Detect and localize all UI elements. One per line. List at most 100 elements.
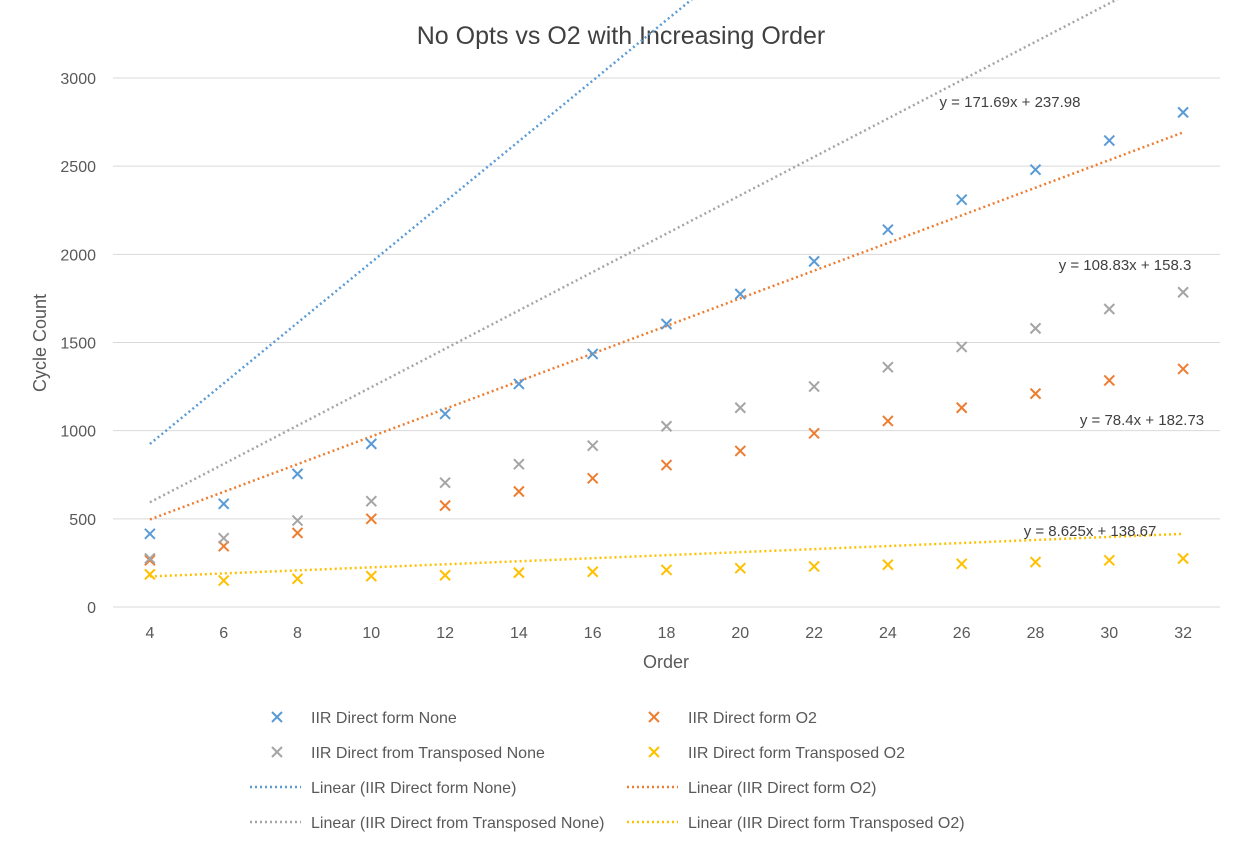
data-point [291,573,304,585]
x-tick-label: 14 [510,625,528,642]
legend-label: IIR Direct form Transposed O2 [688,745,905,762]
x-tick-label: 28 [1027,625,1045,642]
data-point [144,554,156,566]
data-point [660,459,673,471]
y-tick-label: 2000 [60,247,96,264]
legend-item: Linear (IIR Direct form O2) [627,780,876,797]
y-tick-label: 2500 [60,159,96,176]
data-point [734,445,747,457]
data-point [217,498,230,510]
series-markers [144,363,1189,566]
data-point [660,420,673,432]
data-point [1103,554,1116,566]
data-point [291,514,304,527]
data-point [1177,106,1189,119]
legend-item: IIR Direct from Transposed None [271,745,545,762]
data-point [291,468,304,480]
x-tick-label: 22 [805,625,823,642]
data-point [734,562,747,574]
legend: IIR Direct form None IIR Direct form O2 II… [250,710,965,832]
x-tick-label: 32 [1174,625,1192,642]
trendline-equation: y = 171.69x + 237.98 [940,94,1081,111]
x-tick-label: 8 [293,625,302,642]
data-point [1103,134,1116,147]
data-point [217,532,230,544]
legend-item: Linear (IIR Direct form None) [250,780,516,797]
x-tick-label: 12 [436,625,454,642]
data-point [1177,552,1189,565]
data-point [882,558,894,571]
series-markers [144,286,1189,565]
trendline-equation: y = 78.4x + 182.73 [1080,412,1204,429]
y-axis-title: Cycle Count [30,294,50,392]
legend-label: Linear (IIR Direct form None) [311,780,516,797]
legend-label: IIR Direct form None [311,710,457,727]
data-point [660,318,673,330]
data-point [808,255,820,268]
x-axis-ticks: 4 6 8 10 12 14 16 18 20 22 24 26 28 30 32 [145,625,1192,642]
trendlines [149,0,1184,578]
legend-label: IIR Direct form O2 [688,710,817,727]
trendline [149,0,693,445]
x-tick-label: 4 [145,625,154,642]
y-tick-label: 500 [69,512,96,529]
legend-marker [271,711,283,723]
legend-label: Linear (IIR Direct form Transposed O2) [688,815,965,832]
data-point [144,528,156,540]
legend-label: Linear (IIR Direct form O2) [688,780,876,797]
data-point [955,402,968,414]
legend-item: Linear (IIR Direct from Transposed None) [250,815,604,832]
data-point [1029,322,1042,335]
x-tick-label: 20 [731,625,749,642]
gridlines [113,77,1220,608]
data-point [365,513,378,525]
data-point [1177,363,1189,375]
legend-marker [648,711,660,723]
y-axis-ticks: 0 500 1000 1500 2000 2500 3000 [60,71,96,617]
data-point [439,408,451,420]
data-point [439,499,451,512]
data-point [586,472,599,484]
data-point [1177,286,1189,298]
data-point [513,458,525,470]
data-point [660,564,673,576]
data-point [439,569,451,581]
x-tick-label: 10 [362,625,380,642]
trendline [149,0,1119,504]
x-tick-label: 26 [953,625,971,642]
data-point [1029,556,1042,568]
data-point [808,560,820,573]
data-point [955,193,968,206]
trendline [149,131,1184,521]
data-point [1103,374,1116,387]
legend-item: IIR Direct form O2 [648,710,817,727]
x-tick-label: 6 [219,625,228,642]
series-markers [144,552,1189,587]
x-tick-label: 18 [658,625,676,642]
legend-item: Linear (IIR Direct form Transposed O2) [627,815,965,832]
data-point [291,527,304,539]
data-point [365,438,378,450]
data-point [882,361,894,373]
x-tick-label: 30 [1100,625,1118,642]
data-point [955,341,968,353]
data-point [808,427,820,440]
data-point [586,348,599,360]
legend-marker [271,746,283,758]
trendline [149,532,1184,578]
data-markers [144,106,1189,587]
y-tick-label: 0 [87,600,96,617]
data-point [882,223,894,236]
legend-label: Linear (IIR Direct from Transposed None) [311,815,604,832]
trendline-equation: y = 108.83x + 158.3 [1059,257,1192,274]
y-tick-label: 1500 [60,336,96,353]
data-point [1029,387,1042,400]
data-point [1103,303,1116,315]
data-point [808,380,820,393]
series-markers [144,106,1189,540]
data-point [1029,163,1042,176]
chart-title: No Opts vs O2 with Increasing Order [417,22,825,50]
data-point [439,476,451,489]
data-point [513,378,525,390]
trendline-equation: y = 8.625x + 138.67 [1024,523,1157,540]
